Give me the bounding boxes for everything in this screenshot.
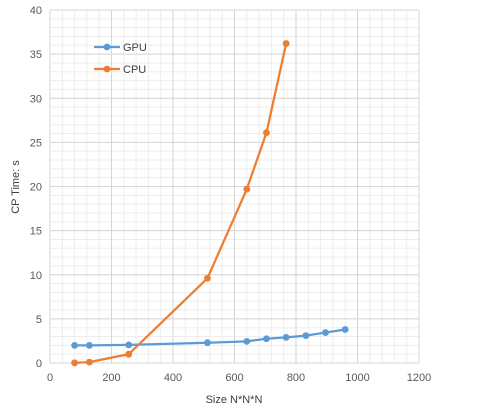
y-axis-title: CP Time: s (10, 160, 22, 214)
legend-label-gpu: GPU (123, 42, 147, 54)
data-point-gpu (263, 335, 270, 343)
x-tick-label: 800 (287, 372, 305, 384)
series-cpu (71, 40, 290, 367)
y-axis-tick-labels: 0 5 10 15 20 25 30 35 40 (30, 5, 42, 370)
x-axis-tick-labels: 0 200 400 600 800 1000 1200 (47, 372, 431, 384)
data-point-cpu (71, 359, 78, 367)
legend-label-cpu: CPU (123, 64, 146, 76)
y-tick-label: 10 (30, 270, 42, 282)
y-tick-label: 40 (30, 5, 42, 17)
y-tick-label: 20 (30, 182, 42, 194)
data-point-cpu (263, 129, 270, 137)
data-point-gpu (322, 329, 329, 336)
data-point-gpu (125, 341, 133, 349)
x-tick-label: 200 (102, 372, 120, 384)
data-point-gpu (71, 341, 78, 349)
data-point-gpu (204, 339, 211, 347)
legend: GPU CPU (94, 42, 147, 76)
data-point-cpu (125, 350, 133, 358)
legend-marker-gpu (103, 43, 111, 51)
y-tick-label: 15 (30, 226, 42, 238)
data-point-gpu (85, 341, 93, 349)
series-layer (71, 40, 349, 367)
data-point-cpu (204, 274, 211, 282)
data-point-gpu (341, 326, 349, 333)
series-line-cpu (74, 43, 288, 364)
data-point-cpu (243, 185, 251, 193)
series-gpu (71, 326, 349, 349)
legend-marker-cpu (103, 65, 111, 73)
y-tick-label: 0 (36, 358, 42, 370)
x-tick-label: 1000 (345, 372, 369, 384)
legend-item-cpu: CPU (94, 64, 146, 76)
data-point-gpu (302, 332, 310, 340)
series-line-gpu (74, 328, 346, 347)
x-tick-label: 400 (164, 372, 182, 384)
x-tick-label: 600 (225, 372, 243, 384)
y-tick-label: 30 (30, 93, 42, 105)
y-tick-label: 25 (30, 137, 42, 149)
data-point-gpu (243, 337, 251, 345)
data-point-cpu (85, 358, 93, 366)
x-axis-title: Size N*N*N (206, 394, 263, 406)
data-point-gpu (282, 334, 290, 341)
major-grid (49, 9, 420, 364)
legend-item-gpu: GPU (94, 42, 147, 54)
x-tick-label: 0 (47, 372, 53, 384)
data-point-cpu (282, 40, 290, 47)
y-tick-label: 5 (36, 314, 42, 326)
x-tick-label: 1200 (407, 372, 431, 384)
y-tick-label: 35 (30, 49, 42, 61)
